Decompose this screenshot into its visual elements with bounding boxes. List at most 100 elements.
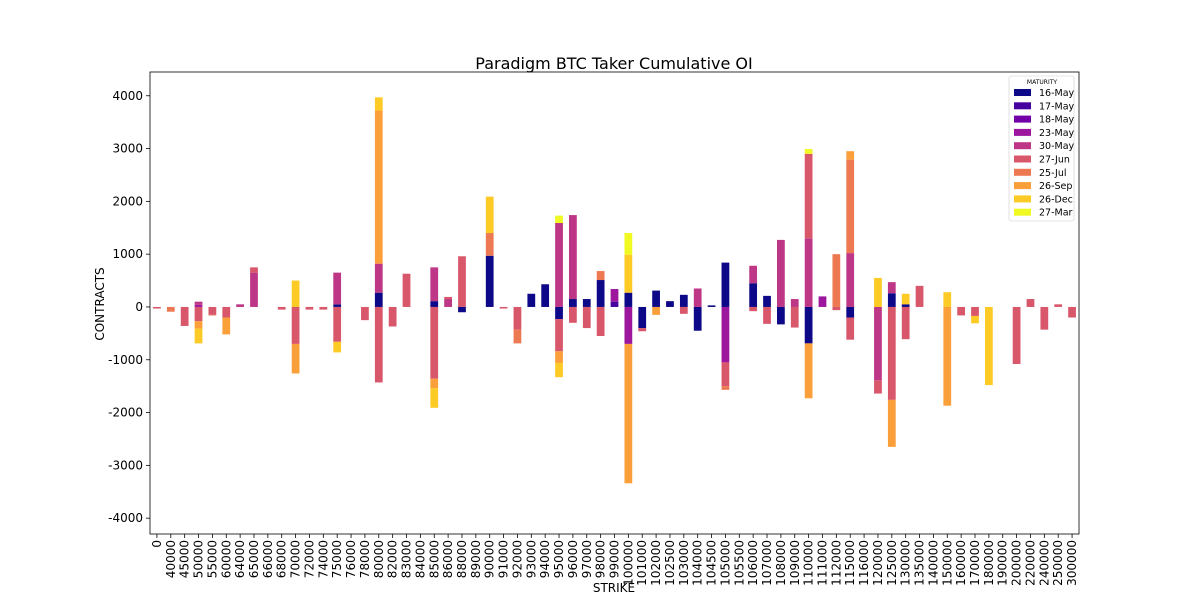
bar-70000-27-Jun <box>291 306 300 344</box>
x-axis-label: STRIKE <box>593 581 635 595</box>
bar-115000-26-Sep <box>846 151 855 160</box>
bar-115000-25-Jul <box>846 159 855 254</box>
bar-150000-26-Dec <box>943 292 952 307</box>
x-tick-label: 102000 <box>649 540 663 586</box>
bar-105000-23-May <box>721 306 730 363</box>
bar-101000-16-May <box>638 306 647 329</box>
legend-swatch <box>1014 168 1031 176</box>
bar-110000-26-Sep <box>804 343 813 399</box>
x-tick-label: 40000 <box>164 540 178 578</box>
bar-50000-23-May <box>194 304 203 307</box>
bar-60000-27-Jun <box>222 306 231 318</box>
x-tick-label: 96000 <box>566 540 580 578</box>
x-tick-label: 108000 <box>774 540 788 586</box>
x-tick-label: 66000 <box>261 540 275 578</box>
x-tick-label: 70000 <box>289 540 303 578</box>
x-tick-label: 115000 <box>843 540 857 586</box>
x-tick-label: 300000 <box>1065 540 1079 586</box>
x-tick-label: 0 <box>150 540 164 548</box>
x-tick-label: 200000 <box>1010 540 1024 586</box>
legend-swatch <box>1014 102 1031 110</box>
bar-75000-27-Jun <box>333 306 342 342</box>
bar-75000-26-Dec <box>333 341 342 353</box>
bar-125000-26-Sep <box>887 399 896 447</box>
bar-240000-27-Jun <box>1040 306 1049 330</box>
legend-swatch <box>1014 182 1031 190</box>
bar-85000-26-Dec <box>430 388 439 408</box>
y-ticks: -4000 -3000 -2000 -1000 0 1000 2000 3000 4000 <box>108 89 150 525</box>
x-tick-label: 55000 <box>205 540 219 578</box>
x-tick-label: 92000 <box>510 540 524 578</box>
legend-title: MATURITY <box>1027 79 1057 86</box>
bar-0-27-Jun <box>153 306 161 309</box>
bar-97000-27-Jun <box>582 306 591 329</box>
y-tick-label: 0 <box>135 300 143 314</box>
x-tick-label: 80000 <box>372 540 386 578</box>
bar-110000-16-May <box>804 306 813 344</box>
bars-group <box>153 97 1076 484</box>
bar-180000-26-Dec <box>984 306 993 386</box>
x-tick-label: 95000 <box>552 540 566 578</box>
bar-92000-25-Jul <box>513 329 522 344</box>
x-tick-label: 50000 <box>192 540 206 578</box>
bar-110000-27-Jun <box>804 153 813 239</box>
x-tick-label: 65000 <box>247 540 261 578</box>
x-tick-label: 90000 <box>483 540 497 578</box>
y-tick-label: 2000 <box>112 194 143 208</box>
bar-80000-16-May <box>374 292 383 307</box>
bar-86000-30-May <box>444 299 452 307</box>
bar-93000-16-May <box>527 293 536 307</box>
bar-50000-26-Sep <box>194 321 203 329</box>
bar-95000-30-May <box>555 223 563 307</box>
chart-title: Paradigm BTC Taker Cumulative OI <box>475 54 752 73</box>
bar-85000-30-May <box>430 267 439 302</box>
bar-100000-23-May <box>624 306 633 344</box>
bar-115000-16-May <box>846 306 855 318</box>
bar-86000-27-Jun <box>444 296 452 300</box>
bar-74000-27-Jun <box>319 306 328 310</box>
bar-102000-16-May <box>652 290 660 307</box>
bar-82000-27-Jun <box>388 306 397 327</box>
bar-105000-25-Jul <box>721 386 730 390</box>
plot-frame <box>149 71 1080 535</box>
legend-items: 16-May 17-May 18-May 23-May 30-May 27-Jun 25-J… <box>1014 88 1075 219</box>
x-tick-label: 150000 <box>940 540 954 586</box>
bar-150000-26-Sep <box>943 306 952 406</box>
bar-94000-16-May <box>541 284 550 307</box>
x-tick-label: 135000 <box>913 540 927 586</box>
x-tick-label: 220000 <box>1023 540 1037 586</box>
bar-105000-27-Jun <box>721 362 730 387</box>
bar-68000-27-Jun <box>277 306 286 310</box>
y-tick-label: 1000 <box>112 247 143 261</box>
bar-64000-30-May <box>236 304 244 307</box>
bar-85000-27-Jun <box>430 306 439 379</box>
legend-swatch <box>1014 195 1031 203</box>
x-tick-label: 116000 <box>857 540 871 586</box>
bar-83000-27-Jun <box>402 273 411 307</box>
bar-65000-27-Jun <box>250 267 258 273</box>
bar-99000-23-May <box>610 289 619 302</box>
legend-label: 18-May <box>1039 115 1075 126</box>
bar-91000-27-Jun <box>499 306 508 309</box>
bar-80000-27-Jun <box>374 306 383 383</box>
bar-88000-16-May <box>458 306 466 313</box>
bar-70000-26-Dec <box>291 280 300 307</box>
x-tick-label: 140000 <box>926 540 940 586</box>
bar-103000-16-May <box>679 294 688 307</box>
legend-swatch <box>1014 142 1031 150</box>
legend-swatch <box>1014 208 1031 216</box>
bar-50000-26-Dec <box>194 328 203 344</box>
x-tick-label: 100000 <box>621 540 635 586</box>
bar-96000-16-May <box>569 299 577 307</box>
bar-80000-30-May <box>374 263 383 293</box>
x-tick-label: 98000 <box>594 540 608 578</box>
legend-label: 17-May <box>1039 101 1075 112</box>
bar-120000-27-Jun <box>874 380 882 394</box>
bar-107000-16-May <box>763 295 771 307</box>
bar-111000-23-May <box>818 296 827 307</box>
legend-label: 25-Jul <box>1039 168 1067 179</box>
bar-85000-26-Sep <box>430 378 439 389</box>
x-tick-label: 68000 <box>275 540 289 578</box>
x-tick-label: 102500 <box>663 540 677 586</box>
